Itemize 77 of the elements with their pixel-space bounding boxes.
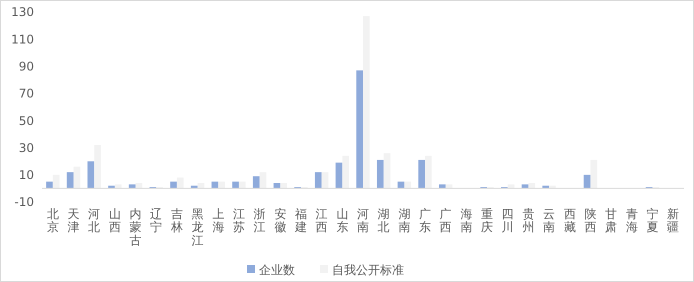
bar: [584, 174, 590, 188]
x-tick-label: 山西: [108, 207, 121, 234]
x-tick-label: 重庆: [481, 207, 494, 234]
bar: [212, 182, 218, 188]
x-tick-label: 江苏: [232, 207, 245, 234]
bar: [232, 182, 239, 188]
x-tick-label: 湖南: [398, 207, 410, 234]
bar: [404, 182, 412, 188]
bar: [260, 172, 266, 188]
x-tick-label: 北京: [46, 207, 59, 234]
legend-label: 企业数: [259, 263, 295, 278]
x-tick-label: 江西: [316, 207, 328, 234]
bar: [590, 160, 598, 188]
bar: [384, 153, 390, 188]
bar: [425, 156, 432, 188]
x-tick-label: 宁夏: [646, 207, 658, 234]
x-tick-label: 山东: [336, 207, 348, 234]
x-tick-label: 安徽: [274, 207, 286, 234]
x-tick-label: 黑龙江: [192, 207, 204, 248]
x-tick-label: 浙江: [254, 207, 266, 234]
y-tick-label: -10: [14, 195, 34, 210]
bar: [252, 176, 260, 188]
x-tick-label: 上海: [212, 207, 224, 234]
x-tick-label: 青海: [626, 207, 638, 234]
bar: [94, 145, 101, 188]
x-tick-label: 云南: [543, 207, 556, 234]
bar: [376, 160, 384, 188]
x-tick-label: 海南: [460, 207, 472, 234]
x-tick-label: 内蒙古: [130, 207, 142, 248]
x-tick-label: 福建: [294, 207, 307, 234]
legend-label: 自我公开标准: [332, 263, 404, 278]
bar: [46, 182, 53, 188]
y-tick-label: 70: [18, 86, 34, 101]
x-tick-label: 陕西: [584, 207, 596, 234]
bar: [66, 172, 74, 188]
x-tick-label: 河北: [88, 207, 100, 234]
x-tick-label: 辽宁: [150, 207, 162, 234]
bar: [170, 182, 177, 188]
bar: [87, 161, 94, 188]
y-tick-label: 30: [18, 140, 34, 155]
bar: [238, 182, 246, 188]
y-tick-label: 50: [18, 114, 34, 128]
bar: [314, 172, 322, 188]
x-tick-label: 河南: [357, 207, 369, 234]
bar: [398, 182, 404, 188]
x-tick-label: 广西: [440, 207, 452, 234]
x-tick-label: 吉林: [170, 207, 183, 234]
bar: [198, 183, 204, 188]
bar: [336, 162, 342, 188]
bar: [274, 183, 280, 188]
bar: [508, 184, 514, 188]
bar: [549, 186, 556, 188]
x-tick-label: 甘肃: [605, 207, 618, 234]
y-tick-label: 130: [11, 5, 34, 20]
bar: [342, 156, 350, 188]
x-tick-label: 广东: [419, 207, 432, 234]
y-tick-label: 90: [18, 59, 34, 74]
x-tick-label: 天津: [68, 207, 80, 234]
bar: [136, 183, 142, 188]
x-tick-label: 湖北: [378, 207, 390, 234]
bar: [322, 172, 328, 188]
x-tick-label: 西藏: [564, 207, 576, 234]
x-tick-label: 贵州: [522, 207, 534, 234]
bar: [418, 160, 426, 188]
x-tick-label: 新疆: [667, 207, 680, 234]
bar: [522, 184, 528, 188]
bar: [446, 184, 452, 188]
bar: [363, 16, 370, 188]
bar: [108, 186, 115, 188]
x-tick-label: 四川: [502, 207, 514, 234]
bar: [218, 182, 225, 188]
bar: [356, 70, 363, 188]
bar: [52, 174, 60, 188]
bar: [74, 166, 80, 188]
y-tick-label: 110: [11, 32, 34, 46]
y-tick-label: 10: [18, 168, 34, 182]
bar: [176, 178, 184, 188]
